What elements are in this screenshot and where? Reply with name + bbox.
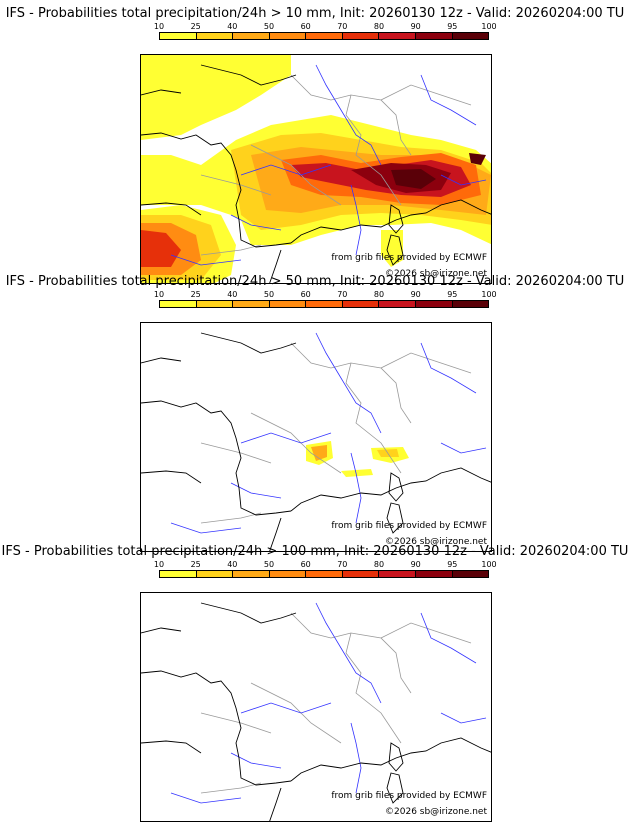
- legend-tick: 95: [447, 290, 458, 299]
- legend-tick: 100: [481, 560, 497, 569]
- coastline: [141, 602, 491, 821]
- color-legend: 10 25 40 50 60 70 80 90 95 100: [154, 560, 497, 580]
- legend-tick: 60: [300, 290, 311, 299]
- legend-color-bar: [159, 570, 489, 578]
- legend-tick: 95: [447, 560, 458, 569]
- panel-title: IFS - Probabilities total precipitation/…: [5, 274, 625, 289]
- legend-tick: 100: [481, 22, 497, 31]
- map-panel-100mm: IFS - Probabilities total precipitation/…: [0, 544, 630, 822]
- legend-swatch: [160, 33, 197, 39]
- coastline: [141, 64, 491, 283]
- legend-tick: 40: [227, 560, 238, 569]
- legend-color-bar: [159, 300, 489, 308]
- copyright-credit: ©2026 sb@irizone.net: [385, 537, 487, 547]
- legend-tick-labels: 10 25 40 50 60 70 80 90 95 100: [154, 22, 497, 31]
- legend-swatch: [379, 571, 416, 577]
- probability-map: from grib files provided by ECMWF ©2026 …: [140, 322, 492, 552]
- legend-swatch: [196, 33, 234, 39]
- legend-swatch: [196, 571, 234, 577]
- legend-swatch: [452, 33, 489, 39]
- legend-swatch: [269, 301, 307, 307]
- legend-swatch: [415, 33, 453, 39]
- legend-swatch: [452, 301, 489, 307]
- legend-tick: 25: [190, 290, 201, 299]
- legend-tick: 80: [373, 22, 385, 31]
- data-source-credit: from grib files provided by ECMWF: [331, 521, 487, 531]
- legend-swatch: [342, 33, 380, 39]
- map-panel-10mm: IFS - Probabilities total precipitation/…: [0, 6, 630, 284]
- legend-tick: 10: [153, 290, 165, 299]
- legend-swatch: [160, 571, 197, 577]
- data-source-credit: from grib files provided by ECMWF: [331, 253, 487, 263]
- legend-tick: 60: [300, 560, 311, 569]
- legend-swatch: [306, 33, 343, 39]
- legend-swatch: [160, 301, 197, 307]
- copyright-credit: ©2026 sb@irizone.net: [385, 269, 487, 279]
- legend-swatch: [415, 571, 453, 577]
- color-legend: 10 25 40 50 60 70 80 90 95 100: [154, 290, 497, 310]
- legend-tick: 90: [410, 22, 421, 31]
- precip-probability-field: [306, 441, 409, 477]
- precip-probability-field: [141, 55, 491, 283]
- legend-swatch: [342, 571, 380, 577]
- rivers: [170, 64, 487, 266]
- legend-swatch: [196, 301, 234, 307]
- probability-map: from grib files provided by ECMWF ©2026 …: [140, 54, 492, 284]
- panel-title: IFS - Probabilities total precipitation/…: [1, 544, 629, 559]
- legend-tick: 50: [263, 22, 275, 31]
- legend-tick: 40: [227, 290, 238, 299]
- legend-tick: 25: [190, 22, 201, 31]
- data-source-credit: from grib files provided by ECMWF: [331, 791, 487, 801]
- color-legend: 10 25 40 50 60 70 80 90 95 100: [154, 22, 497, 42]
- legend-tick: 25: [190, 560, 201, 569]
- probability-map: from grib files provided by ECMWF ©2026 …: [140, 592, 492, 822]
- legend-tick-labels: 10 25 40 50 60 70 80 90 95 100: [154, 560, 497, 569]
- rivers: [170, 332, 487, 534]
- legend-swatch: [269, 33, 307, 39]
- legend-swatch: [233, 33, 270, 39]
- legend-swatch: [415, 301, 453, 307]
- legend-tick: 100: [481, 290, 497, 299]
- legend-tick: 70: [337, 560, 348, 569]
- legend-swatch: [452, 571, 489, 577]
- map-panel-50mm: IFS - Probabilities total precipitation/…: [0, 274, 630, 552]
- legend-tick-labels: 10 25 40 50 60 70 80 90 95 100: [154, 290, 497, 299]
- legend-swatch: [306, 301, 343, 307]
- legend-swatch: [269, 571, 307, 577]
- legend-swatch: [233, 571, 270, 577]
- legend-tick: 80: [373, 560, 385, 569]
- legend-swatch: [379, 33, 416, 39]
- legend-tick: 60: [300, 22, 311, 31]
- rivers: [170, 602, 487, 804]
- legend-tick: 70: [337, 290, 348, 299]
- legend-swatch: [306, 571, 343, 577]
- legend-tick: 50: [263, 290, 275, 299]
- legend-tick: 10: [153, 560, 165, 569]
- legend-tick: 70: [337, 22, 348, 31]
- coastline: [141, 332, 491, 551]
- legend-tick: 80: [373, 290, 385, 299]
- legend-tick: 50: [263, 560, 275, 569]
- legend-swatch: [342, 301, 380, 307]
- copyright-credit: ©2026 sb@irizone.net: [385, 807, 487, 817]
- panel-title: IFS - Probabilities total precipitation/…: [5, 6, 625, 21]
- legend-tick: 40: [227, 22, 238, 31]
- legend-swatch: [233, 301, 270, 307]
- legend-swatch: [379, 301, 416, 307]
- legend-tick: 10: [153, 22, 165, 31]
- legend-color-bar: [159, 32, 489, 40]
- legend-tick: 90: [410, 290, 421, 299]
- legend-tick: 95: [447, 22, 458, 31]
- legend-tick: 90: [410, 560, 421, 569]
